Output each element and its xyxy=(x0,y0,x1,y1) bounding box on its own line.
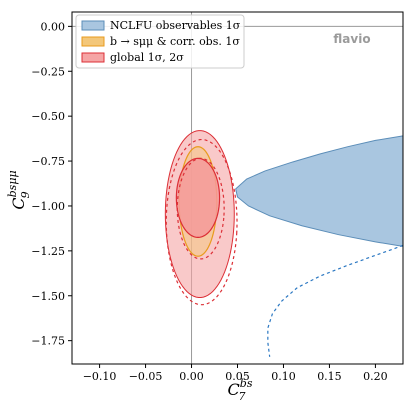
global-1sigma-region xyxy=(175,157,221,238)
nclfu-1sigma-contour xyxy=(235,135,403,247)
x-tick-label: 0.05 xyxy=(225,370,250,383)
global-2sigma-dashed-contour xyxy=(165,138,238,306)
x-tick-label: 0.15 xyxy=(317,370,342,383)
x-tick-label: 0.10 xyxy=(271,370,296,383)
global-1sigma-dashed-contour xyxy=(176,157,225,260)
legend-label: b → sμμ & corr. obs. 1σ xyxy=(110,35,240,48)
y-tick-label: −1.50 xyxy=(31,290,65,303)
y-tick-label: 0.00 xyxy=(41,20,66,33)
y-axis-ticks: 0.00 −0.25 −0.50 −0.75 −1.00 −1.25 −1.50 −1.75 xyxy=(31,20,72,348)
legend-swatch xyxy=(81,20,105,31)
legend: NCLFU observables 1σ b → sμμ & corr. obs.… xyxy=(75,14,245,69)
plot-area xyxy=(72,12,403,364)
x-axis-ticks: −0.10 −0.05 0.00 0.05 0.10 0.15 0.20 xyxy=(83,364,388,383)
y-tick-label: −0.25 xyxy=(31,65,65,78)
legend-swatch xyxy=(81,36,105,47)
x-tick-label: −0.05 xyxy=(129,370,163,383)
nclfu-1sigma-region xyxy=(235,135,403,247)
y-axis-label: Cbsμμ9 xyxy=(6,170,32,209)
x-tick-label: 0.20 xyxy=(363,370,388,383)
y-tick-label: −0.75 xyxy=(31,155,65,168)
y-tick-label: −1.25 xyxy=(31,245,65,258)
flavio-watermark: flavio xyxy=(333,32,370,46)
x-axis-label: Cbs 7 xyxy=(228,377,253,403)
legend-swatch xyxy=(81,52,105,63)
y-tick-label: −1.00 xyxy=(31,200,65,213)
y-tick-label: −1.75 xyxy=(31,335,65,348)
x-tick-label: −0.10 xyxy=(83,370,117,383)
y-tick-label: −0.50 xyxy=(31,110,65,123)
nclfu-2sigma-dashed-contour xyxy=(267,244,403,357)
x-tick-label: 0.00 xyxy=(179,370,204,383)
legend-label: global 1σ, 2σ xyxy=(110,51,184,64)
legend-box xyxy=(75,14,245,69)
legend-label: NCLFU observables 1σ xyxy=(110,19,241,32)
legend-entries: NCLFU observables 1σ b → sμμ & corr. obs.… xyxy=(81,19,241,64)
